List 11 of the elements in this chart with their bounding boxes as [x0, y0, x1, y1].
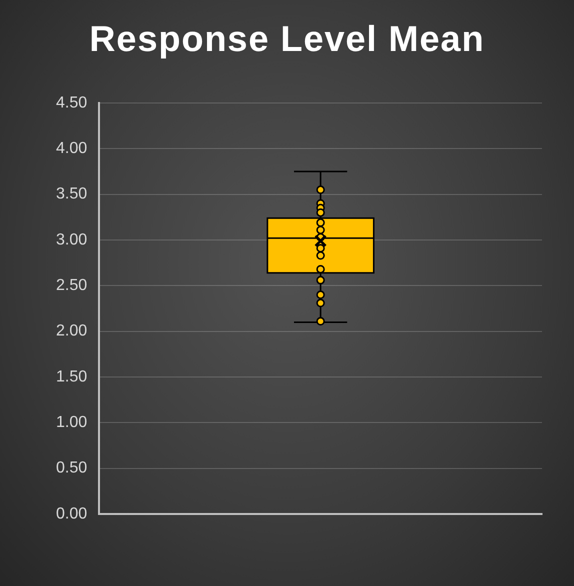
- y-tick-label: 1.50: [56, 368, 88, 386]
- y-tick-label: 0.50: [56, 460, 88, 477]
- chart-title: Response Level Mean: [88, 18, 486, 60]
- y-tick-label: 2.00: [56, 322, 88, 340]
- y-tick-label: 4.50: [56, 94, 88, 112]
- y-tick-label: 3.00: [56, 231, 88, 248]
- y-tick-label: 2.50: [56, 277, 88, 294]
- y-tick-label: 4.00: [56, 140, 88, 158]
- y-tick-label: 0.00: [56, 505, 88, 522]
- y-tick-label: 3.50: [56, 186, 88, 203]
- y-tick-label: 1.00: [56, 414, 88, 432]
